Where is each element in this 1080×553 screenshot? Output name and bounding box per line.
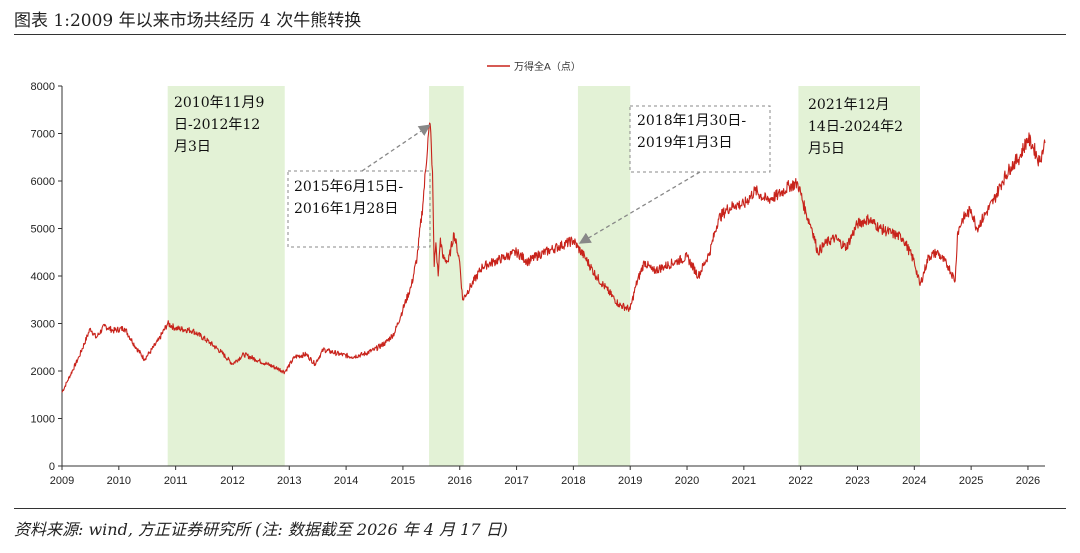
legend-label: 万得全A（点） [514,60,581,73]
period-label-line: 2018年1月30日- [637,113,747,129]
period-label-line: 月3日 [174,139,211,155]
x-tick-label: 2018 [561,475,585,487]
x-tick-label: 2014 [334,475,358,487]
x-tick-label: 2017 [504,475,528,487]
annotation-box [287,170,431,248]
y-tick-label: 2000 [31,366,55,378]
y-tick-label: 0 [49,461,55,473]
x-tick-label: 2024 [902,475,926,487]
annotation-arrow [361,124,431,172]
x-tick-label: 2020 [675,475,699,487]
y-tick-label: 8000 [31,81,55,93]
period-label-line: 2021年12月 [808,97,890,113]
x-tick-label: 2025 [959,475,983,487]
series-line [61,122,1046,393]
period-label-line: 日-2012年12 [174,117,261,133]
y-tick-label: 7000 [31,129,55,141]
x-tick-label: 2011 [164,475,188,487]
x-tick-label: 2009 [50,475,74,487]
period-label-line: 2010年11月9 [174,95,265,111]
period-label-line: 2016年1月28日 [294,201,399,217]
top-rule [14,34,1066,35]
figure-title: 图表 1:2009 年以来市场共经历 4 次牛熊转换 [14,11,362,31]
x-tick-label: 2026 [1016,475,1040,487]
x-tick-label: 2015 [391,475,415,487]
y-tick-label: 3000 [31,319,55,331]
period-label-2010-2012: 2010年11月9 日-2012年12 月3日 [174,92,264,158]
shaded-period [429,86,464,466]
x-tick-label: 2019 [618,475,642,487]
period-label-line: 2015年6月15日- [294,179,404,195]
period-label-2015-2016: 2015年6月15日- 2016年1月28日 [294,176,403,220]
x-tick-label: 2010 [107,475,131,487]
y-tick-label: 1000 [31,414,55,426]
period-label-line: 14日-2024年2 [808,119,904,135]
shaded-period [798,86,920,466]
figure-source: 资料来源: wind, 方正证券研究所 (注: 数据截至 2026 年 4 月 … [14,520,508,539]
y-tick-label: 4000 [31,271,55,283]
x-tick-label: 2013 [277,475,301,487]
x-tick-label: 2023 [845,475,869,487]
period-label-2021-2024: 2021年12月 14日-2024年2 月5日 [808,94,903,160]
y-tick-label: 5000 [31,224,55,236]
period-label-2018-2019: 2018年1月30日- 2019年1月3日 [637,110,746,154]
x-tick-label: 2016 [448,475,472,487]
x-tick-label: 2012 [220,475,244,487]
annotation-arrow [578,171,701,244]
shaded-period [577,86,631,466]
y-tick-label: 6000 [31,176,55,188]
period-label-line: 月5日 [808,141,845,157]
x-tick-label: 2022 [788,475,812,487]
shaded-period [167,86,285,466]
period-label-line: 2019年1月3日 [637,135,733,151]
x-tick-label: 2021 [732,475,756,487]
bottom-rule [14,508,1066,509]
